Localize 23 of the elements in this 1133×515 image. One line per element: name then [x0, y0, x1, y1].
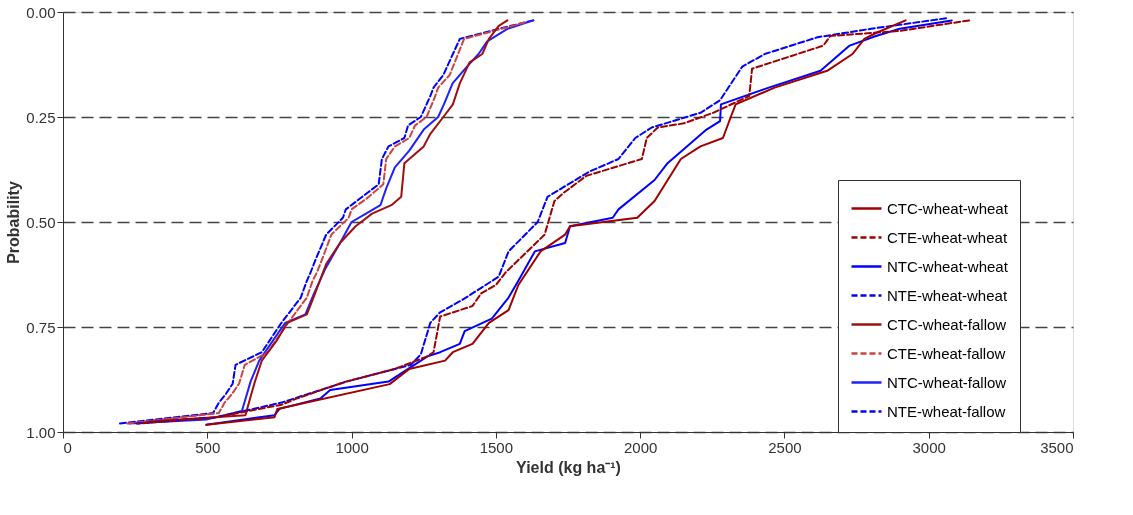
y-tick-label: 0.25	[26, 108, 56, 126]
x-tick-label: 3500	[1040, 438, 1074, 456]
y-tick-label: 0.50	[26, 213, 56, 231]
x-tick-label: 2000	[623, 438, 658, 456]
y-tick-label: 1.00	[26, 423, 56, 441]
legend-label: NTE-wheat-fallow	[887, 402, 1006, 420]
legend-label: CTC-wheat-wheat	[887, 199, 1009, 217]
legend-label: NTC-wheat-fallow	[887, 373, 1007, 391]
x-tick-label: 0	[63, 438, 72, 456]
y-axis-title: Probability	[5, 181, 23, 264]
x-tick-label: 3000	[912, 438, 946, 456]
x-tick-label: 2500	[768, 438, 802, 456]
legend-label: CTE-wheat-fallow	[887, 344, 1006, 362]
x-axis-title: Yield (kg ha⁻¹)	[516, 458, 621, 476]
y-tick-label: 0.00	[26, 3, 56, 21]
x-tick-label: 500	[195, 438, 221, 456]
legend-label: NTC-wheat-wheat	[887, 257, 1009, 275]
legend-label: NTE-wheat-wheat	[887, 286, 1008, 304]
x-tick-label: 1500	[479, 438, 514, 456]
y-tick-label: 0.75	[26, 318, 56, 336]
legend-label: CTC-wheat-fallow	[887, 315, 1007, 333]
x-tick-label: 1000	[335, 438, 369, 456]
legend-label: CTE-wheat-wheat	[887, 228, 1008, 246]
